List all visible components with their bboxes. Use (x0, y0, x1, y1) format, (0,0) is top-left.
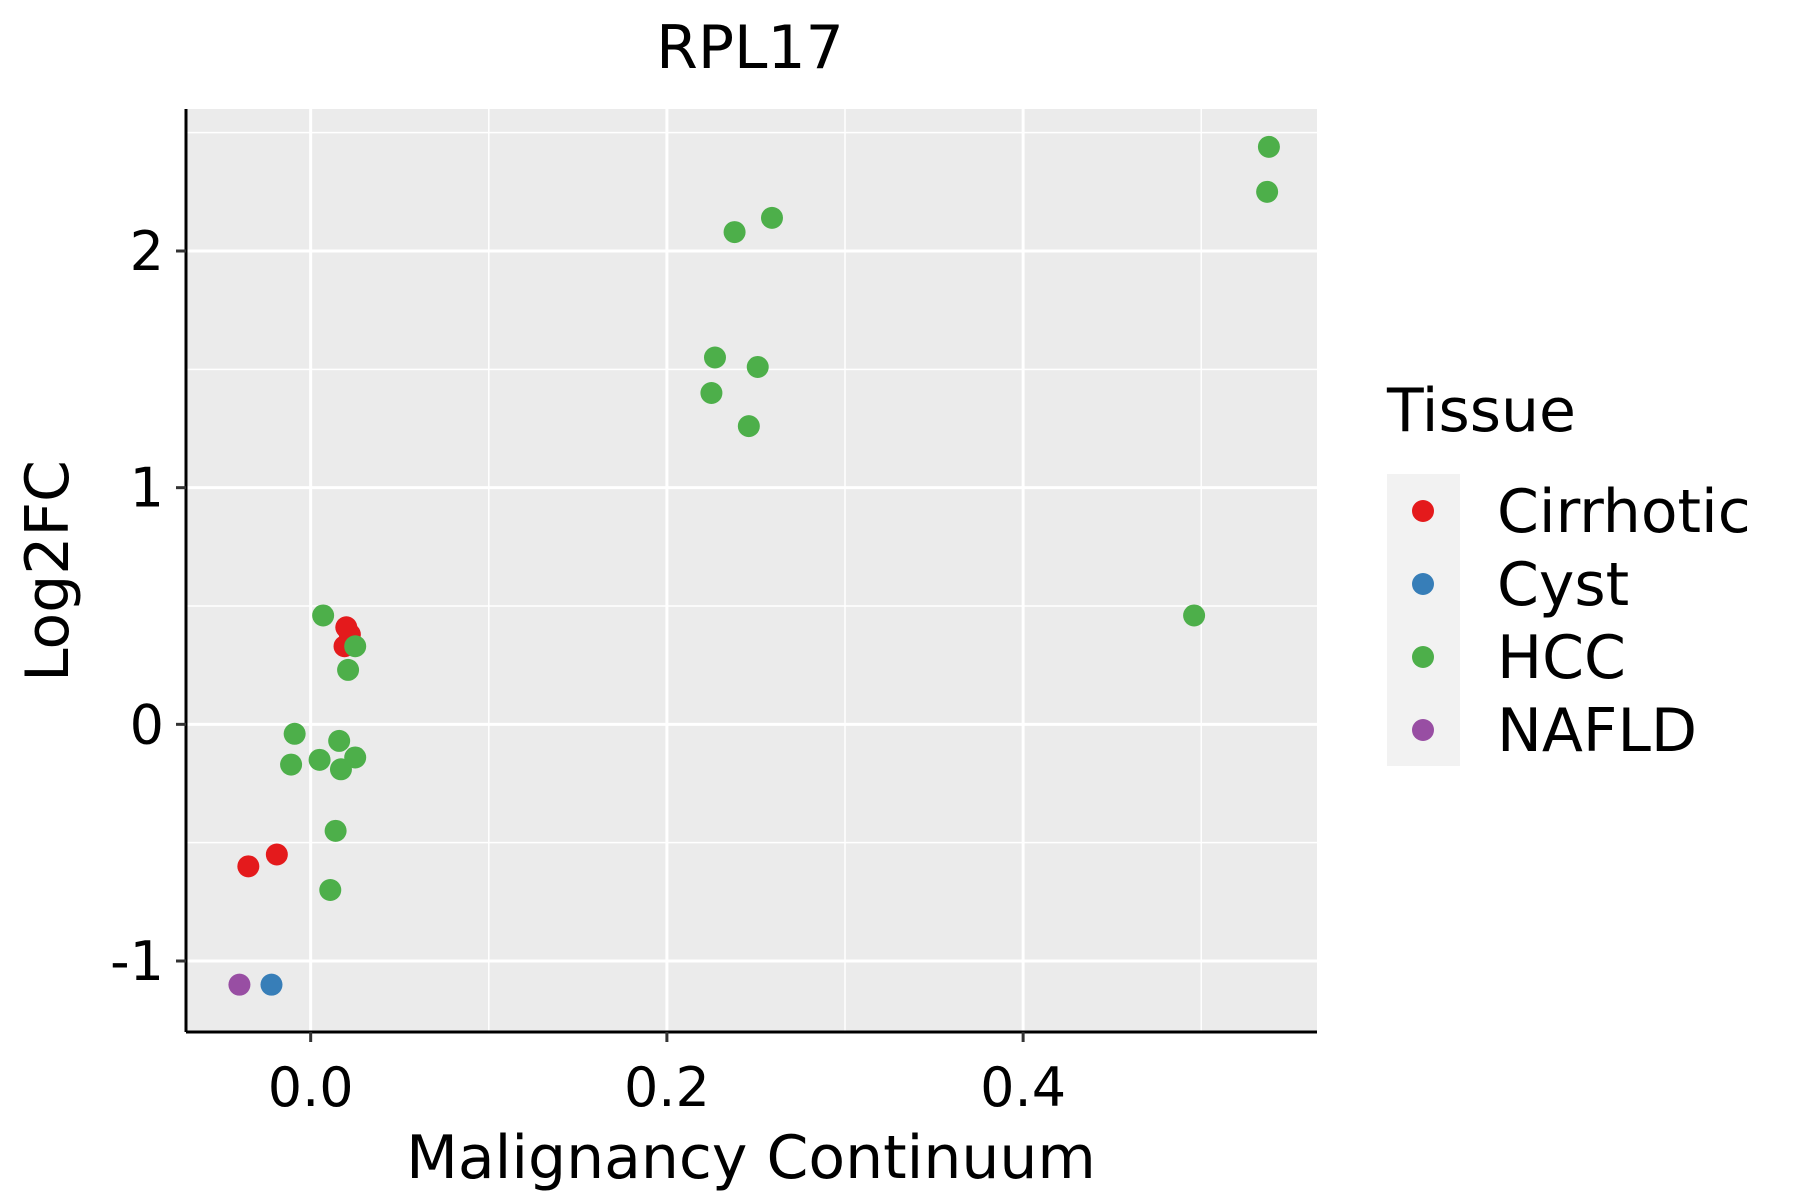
data-points (228, 135, 1280, 996)
point-cirrhotic (265, 843, 288, 866)
point-hcc (329, 758, 352, 781)
point-hcc (1257, 135, 1280, 158)
legend-label-nafld: NAFLD (1497, 696, 1697, 766)
point-hcc (737, 415, 760, 438)
point-hcc (344, 635, 367, 658)
point-hcc (283, 722, 306, 745)
point-hcc (280, 753, 303, 776)
point-hcc (312, 604, 335, 627)
point-nafld (228, 973, 251, 996)
legend-title: Tissue (1386, 376, 1576, 446)
legend-label-cyst: Cyst (1497, 550, 1629, 620)
legend-key-cyst (1412, 573, 1434, 595)
plot-panel (186, 109, 1317, 1032)
point-hcc (746, 355, 769, 378)
x-tick-label: 0.4 (980, 1056, 1066, 1119)
point-hcc (319, 879, 342, 901)
point-hcc (703, 346, 726, 369)
point-hcc (1183, 604, 1206, 627)
legend-key-background (1387, 474, 1460, 766)
point-hcc (723, 221, 746, 244)
x-tick-label: 0.0 (268, 1056, 354, 1119)
point-hcc (328, 729, 351, 752)
major-gridlines (186, 109, 1317, 1032)
y-tick-label: -1 (110, 930, 164, 993)
y-axis-label: Log2FC (13, 460, 83, 682)
legend-label-hcc: HCC (1497, 623, 1626, 693)
point-hcc (700, 382, 723, 404)
legend-label-cirrhotic: Cirrhotic (1497, 477, 1751, 547)
y-tick-label: 2 (130, 220, 164, 283)
legend-key-cirrhotic (1412, 500, 1434, 522)
legend-key-nafld (1412, 719, 1434, 741)
y-tick-label: 0 (130, 693, 164, 756)
point-hcc (324, 819, 347, 842)
point-cyst (260, 973, 283, 996)
y-tick-label: 1 (130, 457, 164, 520)
point-hcc (1256, 180, 1279, 203)
x-axis-label: Malignancy Continuum (406, 1123, 1096, 1193)
point-hcc (308, 748, 331, 771)
legend-key-hcc (1412, 646, 1434, 668)
y-axis-ticks: -1 0 1 2 (110, 220, 186, 993)
x-tick-label: 0.2 (624, 1056, 710, 1119)
chart-title: RPL17 (656, 13, 844, 83)
point-cirrhotic (237, 855, 260, 878)
point-hcc (760, 206, 783, 229)
x-axis-ticks: 0.0 0.2 0.4 (268, 1032, 1066, 1119)
point-hcc (337, 658, 360, 681)
